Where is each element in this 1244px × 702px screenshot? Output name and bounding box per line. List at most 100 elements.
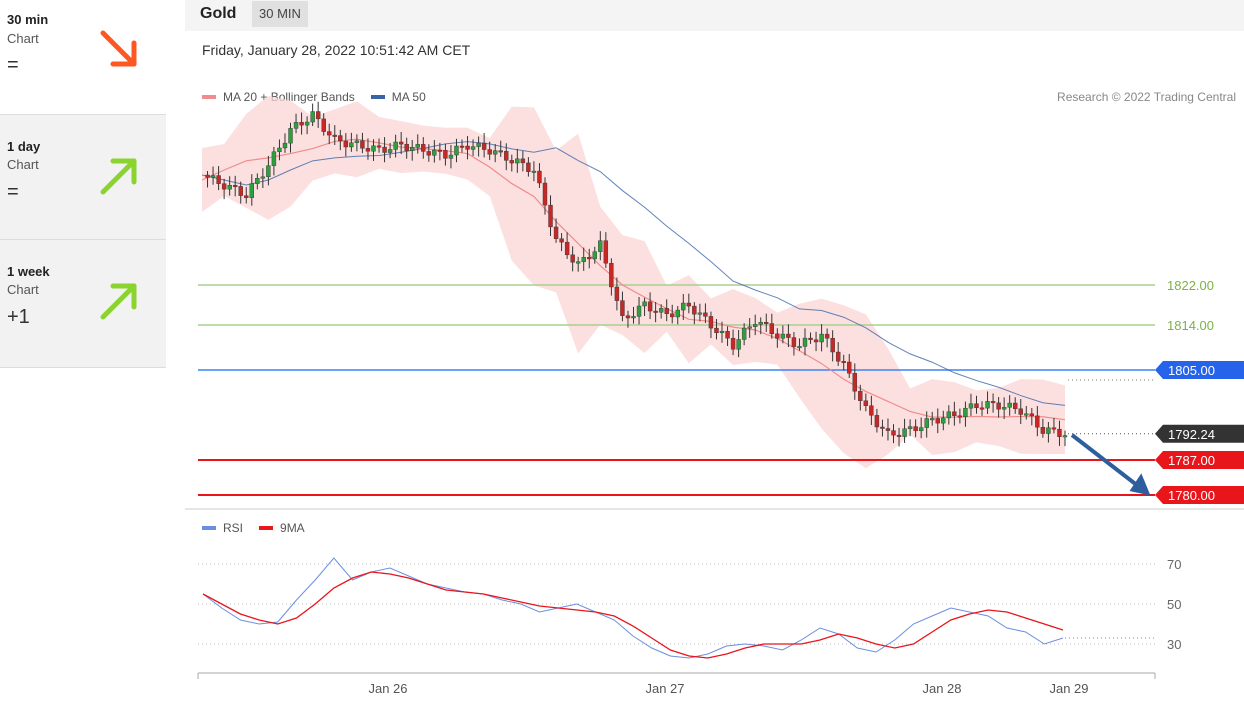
candle-body: [658, 308, 664, 313]
arrow-up-right-icon: [100, 158, 137, 195]
candle-body: [520, 158, 526, 164]
candle-body: [526, 162, 531, 172]
legend-item-rsi: RSI: [202, 521, 243, 535]
candle-body: [227, 185, 232, 190]
candle-body: [935, 418, 940, 424]
candle-body: [631, 316, 636, 319]
candle-body: [404, 143, 409, 151]
candle-body: [338, 135, 343, 142]
timeframe-sign: =: [7, 54, 19, 76]
candle-body: [1024, 413, 1029, 416]
candle-body: [365, 148, 371, 152]
candle-body: [990, 401, 996, 404]
candle-body: [609, 263, 614, 288]
candle-body: [869, 405, 874, 416]
candle-body: [559, 238, 564, 243]
candle-body: [891, 430, 896, 436]
candle-body: [448, 154, 454, 159]
candle-body: [1040, 427, 1046, 434]
x-tick-label: Jan 27: [645, 681, 684, 696]
bollinger-band: [202, 95, 1065, 469]
candle-body: [670, 313, 675, 318]
instrument-title: Gold: [200, 5, 237, 22]
candle-body: [498, 150, 503, 153]
candle-body: [553, 226, 559, 239]
candle-body: [1001, 407, 1007, 410]
candle-body: [769, 323, 775, 335]
candle-body: [614, 286, 620, 301]
candle-body: [681, 302, 686, 311]
candle-body: [504, 150, 509, 161]
candle-body: [299, 122, 304, 126]
timeframe-badge[interactable]: 30 MIN: [252, 1, 308, 27]
candle-body: [315, 111, 321, 120]
candle-body: [963, 407, 968, 418]
rsi-9ma-line: [202, 571, 1064, 659]
candle-body: [1051, 427, 1057, 430]
candle-body: [996, 402, 1001, 410]
timeframe-card-30min[interactable]: 30 min Chart =: [0, 0, 166, 125]
candle-body: [1013, 402, 1018, 410]
candle-body: [238, 186, 243, 196]
chart-header: Gold 30 MIN: [185, 0, 1244, 31]
candle-body: [288, 128, 293, 144]
candle-body: [260, 176, 266, 179]
legend-swatch: [202, 95, 216, 99]
candle-body: [913, 426, 918, 432]
candle-body: [542, 182, 548, 206]
candle-body: [780, 333, 786, 339]
candle-body: [863, 400, 869, 406]
level-label-support: 1780.00: [1168, 488, 1215, 503]
level-label-support: 1787.00: [1168, 453, 1215, 468]
chart-credit: Research © 2022 Trading Central: [1057, 90, 1236, 104]
candle-body: [775, 333, 780, 339]
candle-body: [465, 145, 470, 150]
candle-body: [332, 134, 337, 137]
candle-body: [221, 183, 227, 190]
candle-body: [985, 401, 990, 409]
timeframe-sign: =: [7, 181, 19, 203]
forecast-arrow: [1070, 433, 1142, 490]
price-legend: MA 20 + Bollinger Bands MA 50: [202, 90, 442, 104]
candle-body: [459, 145, 465, 148]
candle-body: [282, 142, 288, 149]
level-tag-support: [1155, 486, 1244, 504]
candle-body: [492, 150, 498, 155]
timeframe-sub: Chart: [7, 282, 39, 297]
candle-body: [277, 147, 282, 152]
timeframe-name: 1 day: [7, 139, 41, 154]
ma50-line: [201, 141, 1066, 406]
candle-body: [304, 121, 310, 126]
legend-item-ma50: MA 50: [370, 90, 426, 104]
candle-body: [249, 183, 254, 198]
timeframe-card-1week[interactable]: 1 week Chart +1: [0, 239, 166, 367]
candle-body: [625, 315, 631, 319]
legend-item-ma20: MA 20 + Bollinger Bands: [202, 90, 355, 104]
candle-body: [797, 346, 802, 349]
candle-body: [1035, 415, 1040, 428]
candle-body: [736, 339, 741, 350]
candle-body: [946, 411, 952, 419]
level-label-pivot: 1805.00: [1168, 363, 1215, 378]
candle-body: [791, 337, 797, 347]
candle-body: [271, 151, 277, 166]
timeframe-card-1day[interactable]: 1 day Chart =: [0, 114, 166, 240]
candle-body: [293, 122, 299, 129]
candle-body: [824, 333, 830, 339]
legend-label: MA 50: [391, 90, 426, 104]
timeframe-name: 1 week: [7, 264, 50, 279]
legend-label: RSI: [223, 521, 244, 535]
candle-body: [747, 326, 752, 329]
candle-body: [918, 427, 924, 432]
candle-body: [808, 337, 813, 340]
candle-body: [636, 305, 642, 317]
timeframe-sidebar: 30 min Chart = 1 day Chart = 1 week Char…: [0, 0, 166, 368]
candle-body: [1062, 435, 1068, 438]
candle-body: [398, 141, 404, 145]
candle-body: [813, 339, 819, 343]
candle-body: [349, 142, 354, 148]
candle-body: [968, 403, 974, 409]
candle-body: [343, 140, 349, 148]
candles-layer: [205, 101, 1068, 447]
candle-body: [858, 391, 863, 401]
